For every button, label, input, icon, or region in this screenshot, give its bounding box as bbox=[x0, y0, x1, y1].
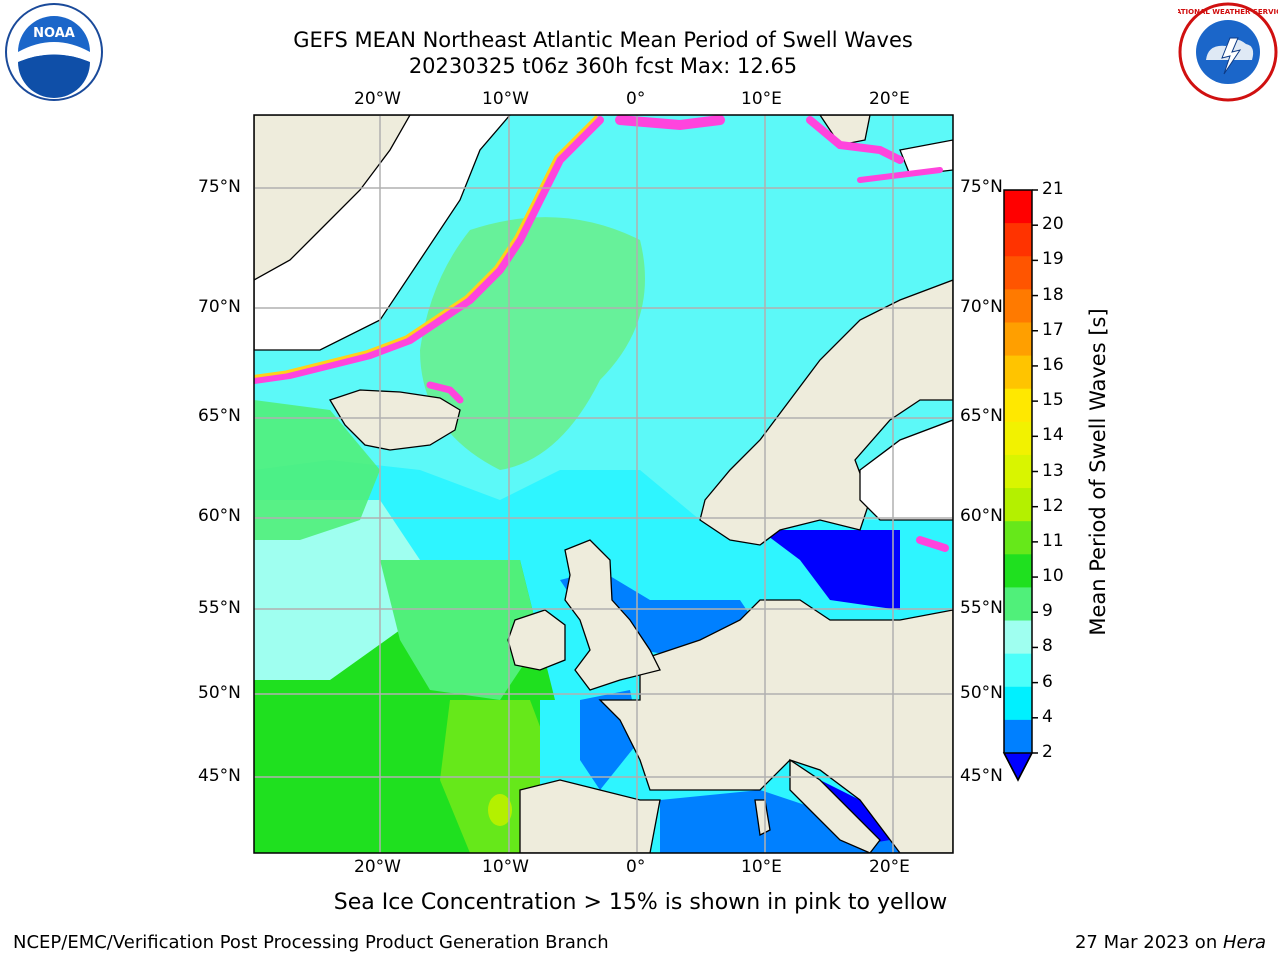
finland-ice bbox=[859, 419, 953, 521]
graticule bbox=[254, 115, 953, 853]
lon-label-bottom: 10°E bbox=[741, 857, 782, 877]
nws-logo: NATIONAL WEATHER SERVICE bbox=[1178, 2, 1278, 102]
chart-subtitle: 20230325 t06z 360h fcst Max: 12.65 bbox=[408, 54, 798, 78]
lon-label-bottom: 10°W bbox=[482, 857, 529, 877]
colorbar-tick-label: 2 bbox=[1042, 742, 1053, 762]
scandinavia bbox=[699, 279, 953, 546]
iceland bbox=[329, 389, 461, 451]
colorbar-tick-label: 9 bbox=[1042, 601, 1053, 622]
colorbar-tick-label: 14 bbox=[1042, 425, 1064, 446]
colorbar-segment bbox=[1004, 322, 1032, 357]
colorbar-extension bbox=[1002, 752, 1034, 782]
noaa-logo: NOAA bbox=[5, 3, 103, 101]
lon-label-top: 10°E bbox=[741, 89, 782, 109]
colorbar-tick-label: 18 bbox=[1042, 284, 1064, 305]
lat-label-left: 70°N bbox=[198, 297, 241, 317]
lat-label-left: 60°N bbox=[198, 506, 241, 526]
lon-label-bottom: 20°E bbox=[869, 857, 910, 877]
lon-label-bottom: 0° bbox=[626, 857, 646, 877]
colorbar-tick-label: 15 bbox=[1042, 390, 1064, 411]
lat-label-left: 65°N bbox=[198, 406, 241, 426]
colorbar bbox=[1002, 189, 1038, 782]
colorbar-tick-label: 19 bbox=[1042, 249, 1064, 270]
colorbar-tick-label: 21 bbox=[1042, 179, 1064, 199]
colorbar-tick-label: 20 bbox=[1042, 214, 1064, 235]
colorbar-segment bbox=[1004, 587, 1032, 622]
map-frame bbox=[253, 114, 954, 854]
baltic-sea bbox=[760, 530, 900, 610]
lat-label-right: 65°N bbox=[960, 406, 1003, 426]
sea-ice-note: Sea Ice Concentration > 15% is shown in … bbox=[333, 890, 948, 915]
colorbar-tick-label: 10 bbox=[1042, 566, 1064, 587]
machine-name: Hera bbox=[1222, 932, 1266, 953]
colorbar-segment bbox=[1004, 521, 1032, 555]
colorbar-segment bbox=[1004, 686, 1032, 721]
lon-label-top: 20°E bbox=[869, 89, 910, 109]
lat-label-right: 50°N bbox=[960, 683, 1003, 703]
lat-label-left: 55°N bbox=[198, 598, 241, 618]
lat-label-left: 45°N bbox=[198, 766, 241, 786]
swell-9-10s-north bbox=[420, 217, 645, 470]
colorbar-segment bbox=[1004, 488, 1032, 522]
ireland bbox=[507, 609, 566, 671]
colorbar-tick-label: 13 bbox=[1042, 460, 1064, 481]
credit-right: 27 Mar 2023 on Hera bbox=[1075, 932, 1266, 953]
lat-label-right: 60°N bbox=[960, 506, 1003, 526]
greenland-coast bbox=[254, 115, 411, 281]
lon-label-top: 10°W bbox=[482, 89, 529, 109]
iberia bbox=[519, 779, 661, 853]
colorbar-tick-label: 6 bbox=[1042, 671, 1053, 692]
sea-ice-edge bbox=[254, 115, 949, 552]
lat-label-left: 50°N bbox=[198, 683, 241, 703]
colorbar-tick-label: 8 bbox=[1042, 636, 1053, 657]
lat-label-right: 45°N bbox=[960, 766, 1003, 786]
colorbar-tick-label: 12 bbox=[1042, 495, 1064, 516]
noaa-logo-text: NOAA bbox=[33, 26, 75, 41]
land-masses bbox=[254, 115, 953, 853]
lat-label-right: 55°N bbox=[960, 598, 1003, 618]
colorbar-segment bbox=[1004, 653, 1032, 688]
chart-title: GEFS MEAN Northeast Atlantic Mean Period… bbox=[293, 28, 913, 52]
colorbar-tick-label: 4 bbox=[1042, 706, 1053, 727]
colorbar-segment bbox=[1004, 454, 1032, 489]
colorbar-segment bbox=[1004, 289, 1032, 323]
continental-europe bbox=[598, 599, 953, 853]
colorbar-segment bbox=[1004, 421, 1032, 456]
colorbar-segment bbox=[1004, 256, 1032, 290]
lon-label-bottom: 20°W bbox=[354, 857, 401, 877]
colorbar-segment bbox=[1004, 190, 1032, 224]
colorbar-segment bbox=[1004, 554, 1032, 588]
colorbar-frame bbox=[1003, 189, 1033, 782]
colorbar-tick-label: 11 bbox=[1042, 530, 1064, 551]
lat-label-right: 70°N bbox=[960, 297, 1003, 317]
lat-label-right: 75°N bbox=[960, 177, 1003, 197]
nws-logo-text: NATIONAL WEATHER SERVICE bbox=[1178, 8, 1278, 16]
lon-label-top: 0° bbox=[626, 89, 646, 109]
colorbar-segment bbox=[1004, 719, 1032, 754]
colorbar-tick-label: 16 bbox=[1042, 354, 1064, 375]
credit-left: NCEP/EMC/Verification Post Processing Pr… bbox=[13, 932, 609, 953]
colorbar-tick-label: 17 bbox=[1042, 319, 1064, 340]
colorbar-segment bbox=[1004, 620, 1032, 655]
run-date: 27 Mar 2023 on bbox=[1074, 932, 1223, 953]
colorbar-segment bbox=[1004, 223, 1032, 257]
colorbar-segment bbox=[1004, 355, 1032, 390]
colorbar-segment bbox=[1004, 388, 1032, 423]
lat-label-left: 75°N bbox=[198, 177, 241, 197]
colorbar-label: Mean Period of Swell Waves [s] bbox=[1086, 308, 1110, 636]
lon-label-top: 20°W bbox=[354, 89, 401, 109]
